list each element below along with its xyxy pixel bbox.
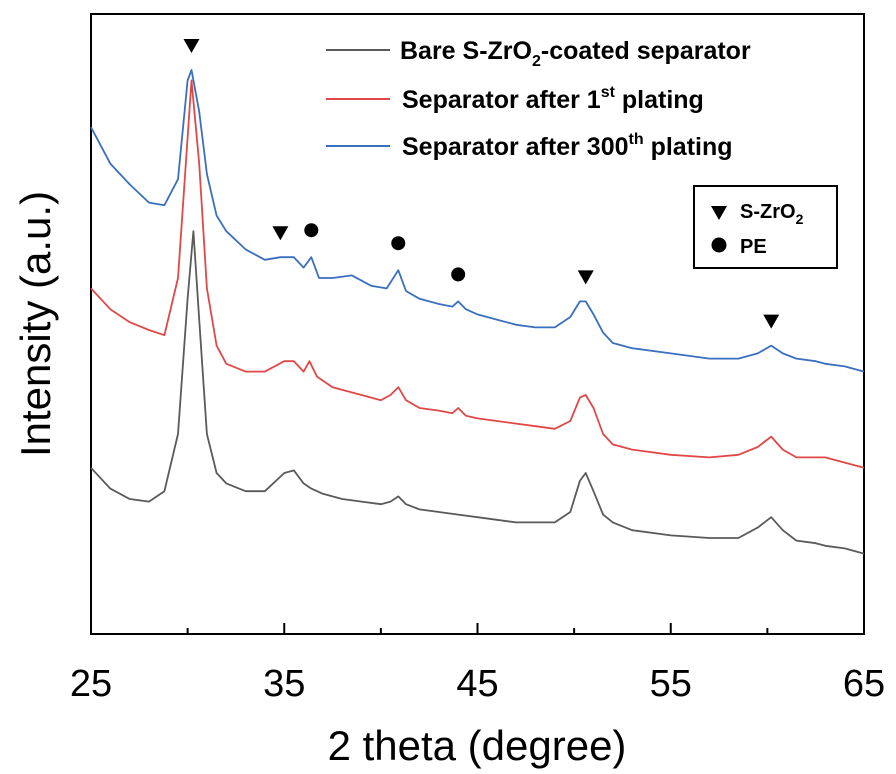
peak-annotation-layer (183, 39, 780, 329)
series-line-bare (90, 230, 865, 555)
x-axis-ticks: 25 35 45 55 65 (70, 623, 885, 705)
marker-legend-box (693, 185, 838, 269)
series-line-300th (90, 69, 865, 373)
x-tick-label: 25 (70, 663, 112, 705)
x-tick-label: 65 (843, 663, 885, 705)
szro2-peak-triangle-icon (577, 270, 594, 285)
series-line-1st (90, 79, 865, 469)
szro2-peak-triangle-icon (183, 39, 200, 53)
szro2-peak-triangle-icon (272, 226, 289, 241)
series-layer (90, 69, 865, 555)
x-axis-title: 2 theta (degree) (328, 722, 627, 769)
pe-peak-circle-icon (451, 267, 466, 282)
x-tick-label: 55 (650, 663, 692, 705)
marker-legend: S-ZrO2 PE (693, 185, 838, 269)
pe-peak-circle-icon (304, 223, 319, 238)
marker-legend-label-pe: PE (740, 236, 767, 258)
circle-marker-icon (711, 237, 727, 253)
marker-legend-label-szro2: S-ZrO2 (740, 201, 804, 227)
legend-label-bare: Bare S-ZrO2-coated separator (400, 37, 751, 70)
legend-label-300th: Separator after 300th plating (402, 131, 733, 161)
x-tick-label: 35 (263, 663, 305, 705)
x-tick-label: 45 (456, 663, 498, 705)
pe-peak-circle-icon (391, 236, 406, 251)
legend-label-1st: Separator after 1st plating (402, 84, 704, 114)
szro2-peak-triangle-icon (763, 314, 780, 329)
triangle-marker-icon (711, 206, 727, 220)
series-legend: Bare S-ZrO2-coated separator Separator a… (326, 37, 751, 161)
y-axis-title: Intensity (a.u.) (12, 191, 59, 457)
